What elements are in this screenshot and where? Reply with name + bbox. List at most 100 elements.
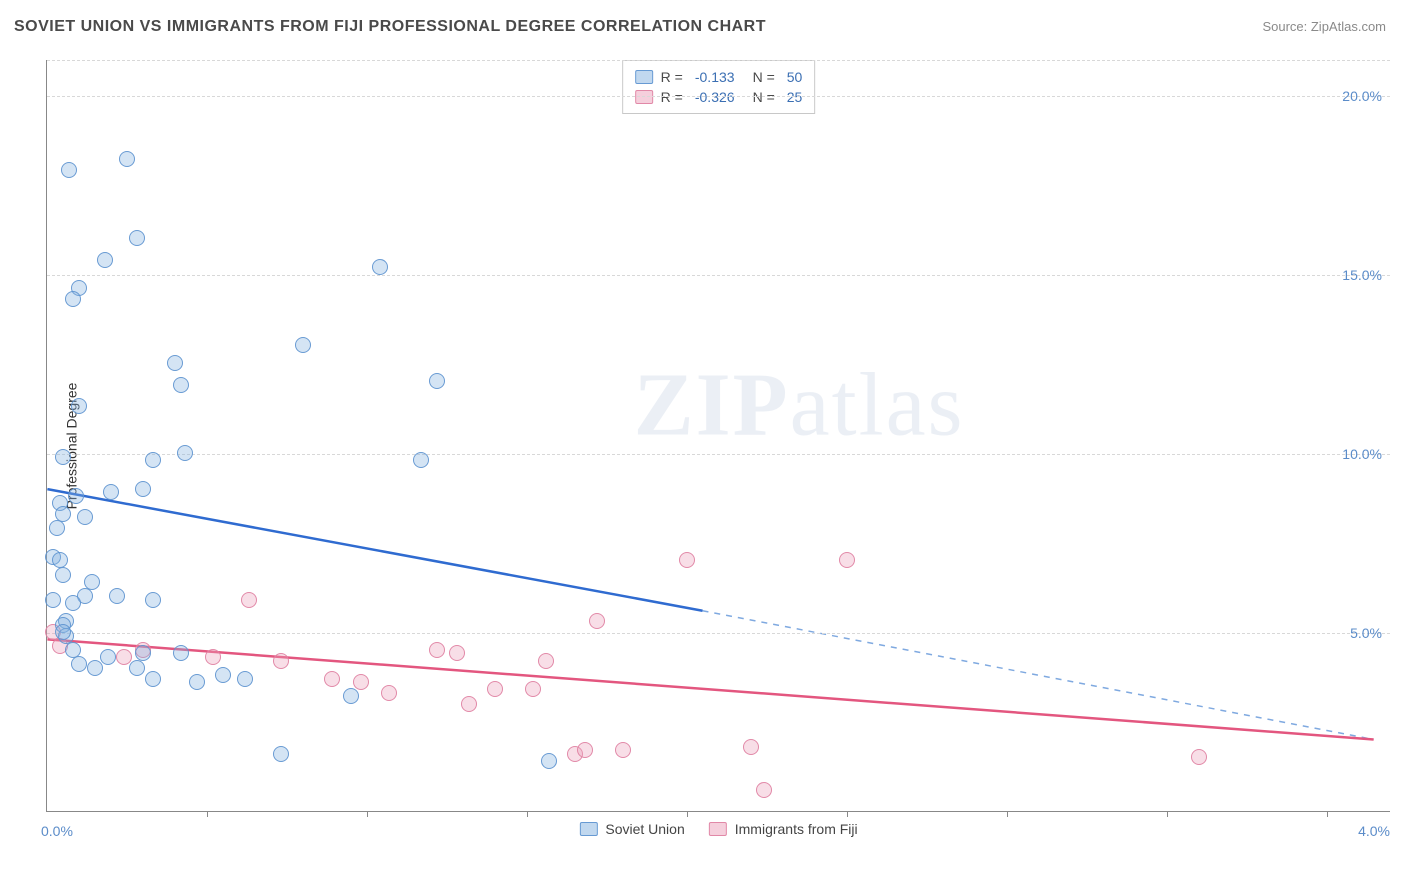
data-point-blue — [189, 674, 205, 690]
legend-n-label: N = — [753, 89, 775, 105]
legend-swatch-icon — [635, 90, 653, 104]
data-point-pink — [381, 685, 397, 701]
data-point-pink — [1191, 749, 1207, 765]
x-tick — [1167, 811, 1168, 817]
correlation-legend: R = -0.133 N = 50 R = -0.326 N = 25 — [622, 60, 816, 114]
chart-title: SOVIET UNION VS IMMIGRANTS FROM FIJI PRO… — [14, 18, 766, 36]
y-tick-label: 20.0% — [1342, 88, 1382, 104]
data-point-blue — [100, 649, 116, 665]
data-point-blue — [429, 373, 445, 389]
data-point-blue — [145, 452, 161, 468]
data-point-pink — [324, 671, 340, 687]
gridline-h — [47, 633, 1390, 634]
data-point-blue — [295, 337, 311, 353]
data-point-blue — [65, 291, 81, 307]
data-point-pink — [487, 681, 503, 697]
data-point-blue — [52, 552, 68, 568]
data-point-blue — [215, 667, 231, 683]
data-point-blue — [103, 484, 119, 500]
x-tick — [1007, 811, 1008, 817]
data-point-pink — [615, 742, 631, 758]
data-point-blue — [173, 645, 189, 661]
data-point-blue — [65, 595, 81, 611]
gridline-h — [47, 96, 1390, 97]
data-point-blue — [273, 746, 289, 762]
y-tick-label: 10.0% — [1342, 446, 1382, 462]
trend-lines-svg — [47, 60, 1390, 811]
x-tick — [207, 811, 208, 817]
data-point-pink — [241, 592, 257, 608]
x-tick — [527, 811, 528, 817]
data-point-blue — [77, 509, 93, 525]
series-legend-item: Soviet Union — [579, 821, 684, 837]
gridline-h — [47, 454, 1390, 455]
legend-swatch-icon — [709, 822, 727, 836]
data-point-blue — [71, 398, 87, 414]
data-point-pink — [839, 552, 855, 568]
data-point-blue — [167, 355, 183, 371]
data-point-blue — [372, 259, 388, 275]
legend-row: R = -0.133 N = 50 — [635, 67, 803, 87]
data-point-blue — [68, 488, 84, 504]
data-point-blue — [84, 574, 100, 590]
series-legend-label: Soviet Union — [605, 821, 684, 837]
data-point-pink — [538, 653, 554, 669]
x-tick-label: 0.0% — [41, 823, 73, 839]
data-point-blue — [49, 520, 65, 536]
data-point-blue — [119, 151, 135, 167]
scatter-chart: ZIPatlas R = -0.133 N = 50 R = -0.326 N … — [46, 60, 1390, 812]
data-point-blue — [237, 671, 253, 687]
legend-swatch-icon — [579, 822, 597, 836]
data-point-blue — [541, 753, 557, 769]
series-legend: Soviet Union Immigrants from Fiji — [579, 821, 857, 837]
x-tick — [847, 811, 848, 817]
data-point-pink — [273, 653, 289, 669]
legend-row: R = -0.326 N = 25 — [635, 87, 803, 107]
data-point-pink — [577, 742, 593, 758]
data-point-pink — [205, 649, 221, 665]
data-point-pink — [679, 552, 695, 568]
data-point-blue — [55, 449, 71, 465]
watermark: ZIPatlas — [634, 354, 965, 457]
legend-n-label: N = — [753, 69, 775, 85]
data-point-blue — [71, 656, 87, 672]
data-point-blue — [129, 230, 145, 246]
data-point-blue — [55, 567, 71, 583]
x-tick — [1327, 811, 1328, 817]
series-legend-item: Immigrants from Fiji — [709, 821, 858, 837]
data-point-blue — [45, 592, 61, 608]
data-point-pink — [461, 696, 477, 712]
legend-n-value: 25 — [787, 89, 803, 105]
data-point-blue — [177, 445, 193, 461]
legend-r-label: R = — [661, 89, 683, 105]
x-tick — [367, 811, 368, 817]
legend-n-value: 50 — [787, 69, 803, 85]
data-point-pink — [429, 642, 445, 658]
legend-r-label: R = — [661, 69, 683, 85]
data-point-blue — [87, 660, 103, 676]
data-point-blue — [97, 252, 113, 268]
data-point-pink — [743, 739, 759, 755]
data-point-blue — [55, 624, 71, 640]
data-point-pink — [449, 645, 465, 661]
legend-r-value: -0.133 — [695, 69, 735, 85]
data-point-pink — [756, 782, 772, 798]
legend-swatch-icon — [635, 70, 653, 84]
legend-r-value: -0.326 — [695, 89, 735, 105]
source-label: Source: ZipAtlas.com — [1262, 19, 1386, 34]
y-tick-label: 5.0% — [1350, 625, 1382, 641]
data-point-blue — [61, 162, 77, 178]
data-point-blue — [129, 660, 145, 676]
data-point-blue — [343, 688, 359, 704]
data-point-pink — [525, 681, 541, 697]
data-point-blue — [145, 671, 161, 687]
data-point-blue — [135, 481, 151, 497]
gridline-h — [47, 275, 1390, 276]
y-tick-label: 15.0% — [1342, 267, 1382, 283]
data-point-pink — [353, 674, 369, 690]
x-tick — [687, 811, 688, 817]
data-point-blue — [173, 377, 189, 393]
series-legend-label: Immigrants from Fiji — [735, 821, 858, 837]
data-point-pink — [589, 613, 605, 629]
gridline-h — [47, 60, 1390, 61]
